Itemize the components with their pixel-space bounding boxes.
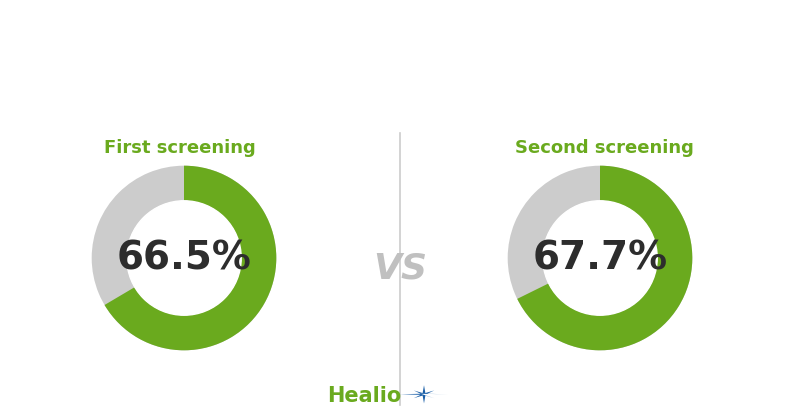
Text: 67.7%: 67.7% [533, 239, 667, 277]
Text: Healio: Healio [327, 386, 401, 406]
Wedge shape [508, 166, 692, 350]
Circle shape [126, 201, 242, 315]
Wedge shape [518, 166, 692, 350]
Text: Second screening: Second screening [514, 139, 694, 157]
Text: following fecal immunochemical testing:: following fecal immunochemical testing: [162, 82, 638, 102]
Wedge shape [105, 166, 276, 350]
Text: 66.5%: 66.5% [117, 239, 251, 277]
Text: Stage I or II colorectal cancer diagnosis: Stage I or II colorectal cancer diagnosi… [167, 34, 633, 53]
Wedge shape [92, 166, 276, 350]
Text: VS: VS [373, 252, 427, 286]
Polygon shape [400, 385, 448, 403]
Text: First screening: First screening [104, 139, 256, 157]
Circle shape [542, 201, 658, 315]
